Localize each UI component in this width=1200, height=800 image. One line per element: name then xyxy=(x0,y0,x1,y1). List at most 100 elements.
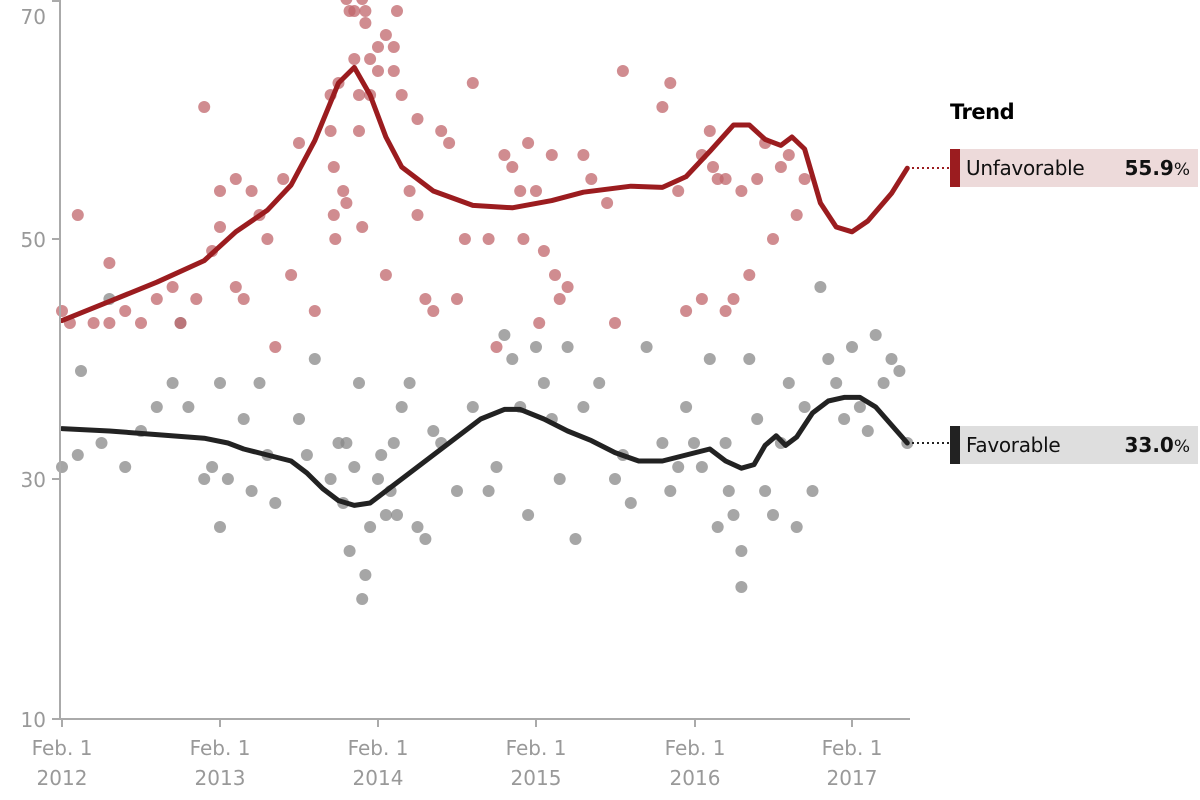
poll-point xyxy=(853,401,866,413)
poll-point xyxy=(569,533,582,545)
poll-point xyxy=(353,125,365,137)
poll-point xyxy=(214,377,226,389)
x-tick-month-2016: Feb. 1 xyxy=(665,736,726,760)
poll-point xyxy=(340,197,353,209)
poll-point xyxy=(103,257,116,269)
poll-point xyxy=(348,53,361,65)
poll-point xyxy=(869,329,882,341)
poll-point xyxy=(269,497,282,509)
poll-point xyxy=(774,161,787,173)
poll-point xyxy=(324,473,337,485)
poll-point xyxy=(71,209,84,221)
x-tick-month-2012: Feb. 1 xyxy=(32,736,93,760)
poll-point xyxy=(214,185,226,197)
x-tick-month-2015: Feb. 1 xyxy=(506,736,567,760)
poll-point xyxy=(221,473,234,485)
poll-point xyxy=(838,413,851,425)
poll-point xyxy=(664,485,677,497)
favorable-unit: % xyxy=(1173,437,1190,457)
poll-point xyxy=(391,5,403,17)
poll-point xyxy=(119,461,132,473)
poll-point xyxy=(601,197,614,209)
poll-point xyxy=(822,353,835,365)
poll-point xyxy=(530,185,542,197)
favorable-swatch xyxy=(950,426,960,464)
poll-point xyxy=(340,0,353,5)
poll-point xyxy=(353,89,365,101)
poll-point xyxy=(198,101,211,113)
poll-point xyxy=(798,173,811,185)
poll-point xyxy=(553,473,566,485)
poll-point xyxy=(719,173,732,185)
poll-point xyxy=(664,77,677,89)
poll-point xyxy=(727,293,740,305)
poll-point xyxy=(293,413,305,425)
poll-point xyxy=(482,485,495,497)
poll-point xyxy=(261,233,274,245)
poll-point xyxy=(329,233,342,245)
poll-point xyxy=(395,401,408,413)
poll-point xyxy=(451,293,463,305)
poll-point xyxy=(680,401,693,413)
poll-point xyxy=(522,137,535,149)
poll-point xyxy=(166,377,179,389)
poll-point xyxy=(229,173,242,185)
poll-point xyxy=(327,161,340,173)
poll-point xyxy=(609,317,621,329)
poll-point xyxy=(593,377,606,389)
poll-point xyxy=(506,161,519,173)
poll-point xyxy=(348,5,361,17)
poll-point xyxy=(735,581,748,593)
poll-point xyxy=(340,437,353,449)
poll-point xyxy=(427,425,440,437)
poll-point xyxy=(451,485,463,497)
poll-point xyxy=(327,209,340,221)
poll-point xyxy=(533,317,546,329)
poll-point xyxy=(703,125,716,137)
poll-point xyxy=(387,41,400,53)
poll-point xyxy=(585,173,598,185)
poll-point xyxy=(379,29,392,41)
poll-point xyxy=(830,377,843,389)
poll-point xyxy=(372,473,384,485)
poll-point xyxy=(743,269,756,281)
poll-point xyxy=(861,425,874,437)
poll-point xyxy=(680,305,693,317)
poll-point xyxy=(419,533,432,545)
poll-point xyxy=(877,377,890,389)
legend-favorable: Favorable 33.0% xyxy=(950,426,1198,464)
poll-point xyxy=(150,401,163,413)
poll-point xyxy=(549,269,561,281)
poll-point xyxy=(364,521,377,533)
poll-point xyxy=(150,293,163,305)
poll-point xyxy=(395,89,408,101)
poll-point xyxy=(229,281,242,293)
poll-point xyxy=(308,353,321,365)
poll-point xyxy=(846,341,858,353)
poll-point xyxy=(359,569,372,581)
poll-point xyxy=(387,437,400,449)
poll-point xyxy=(443,137,456,149)
y-tick-50: 50 xyxy=(21,228,46,252)
poll-point xyxy=(577,149,590,161)
poll-point xyxy=(245,185,258,197)
poll-point xyxy=(522,509,535,521)
poll-point xyxy=(411,521,424,533)
poll-point xyxy=(411,113,424,125)
x-tick-year-2014: 2014 xyxy=(353,766,404,790)
poll-point xyxy=(245,485,258,497)
poll-point xyxy=(285,269,298,281)
poll-point xyxy=(490,461,503,473)
poll-point xyxy=(119,305,132,317)
poll-points xyxy=(56,0,914,605)
poll-point xyxy=(759,485,772,497)
poll-point xyxy=(466,401,479,413)
poll-point xyxy=(561,341,574,353)
poll-point xyxy=(466,77,479,89)
poll-point xyxy=(182,401,195,413)
poll-point xyxy=(577,401,590,413)
poll-point xyxy=(751,173,764,185)
poll-point xyxy=(419,293,432,305)
poll-point xyxy=(458,233,471,245)
poll-point xyxy=(214,221,226,233)
